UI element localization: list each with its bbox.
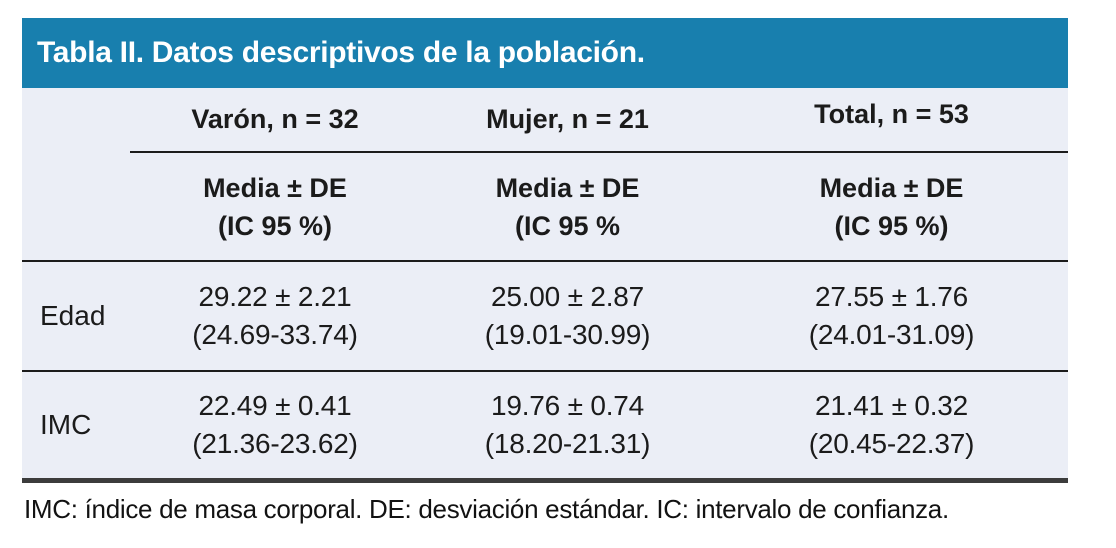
row-label-imc: IMC (40, 409, 92, 440)
row-label-edad: Edad (40, 300, 106, 331)
subheader-row: Media ± DE (IC 95 %) Media ± DE (IC 95 %… (22, 153, 1068, 262)
column-header-total: Total, n = 53 (715, 88, 1068, 153)
stub-cell-empty (22, 153, 130, 260)
table-row-imc: IMC 22.49 ± 0.41 (21.36-23.62) 19.76 ± 0… (22, 372, 1068, 478)
cell-imc-total-ci: (20.45-22.37) (808, 428, 975, 459)
cell-imc-mujer-mean: 19.76 ± 0.74 (490, 390, 645, 421)
column-header-varon: Varón, n = 32 (130, 88, 420, 153)
subheader-total-line1: Media ± DE (819, 172, 964, 203)
cell-edad-total: 27.55 ± 1.76 (24.01-31.09) (715, 262, 1068, 370)
cell-edad-mujer-mean: 25.00 ± 2.87 (490, 281, 645, 312)
cell-imc-mujer: 19.76 ± 0.74 (18.20-21.31) (420, 372, 715, 478)
subheader-mujer-line1: Media ± DE (495, 172, 640, 203)
cell-edad-total-ci: (24.01-31.09) (808, 319, 975, 350)
column-header-mujer-label: Mujer, n = 21 (486, 104, 649, 134)
cell-imc-mujer-ci: (18.20-21.31) (484, 428, 651, 459)
subheader-total-line2: (IC 95 %) (834, 210, 949, 241)
cell-imc-varon-ci: (21.36-23.62) (192, 428, 358, 459)
subheader-mujer: Media ± DE (IC 95 % (420, 153, 715, 260)
subheader-varon-line1: Media ± DE (203, 172, 347, 203)
cell-imc-total-mean: 21.41 ± 0.32 (814, 390, 969, 421)
column-header-varon-label: Varón, n = 32 (191, 104, 359, 134)
data-table: Varón, n = 32 Mujer, n = 21 Total, n = 5… (22, 88, 1068, 483)
group-header-row: Varón, n = 32 Mujer, n = 21 Total, n = 5… (22, 88, 1068, 153)
cell-edad-varon: 29.22 ± 2.21 (24.69-33.74) (130, 262, 420, 370)
subheader-varon-line2: (IC 95 %) (217, 210, 333, 241)
cell-imc-varon: 22.49 ± 0.41 (21.36-23.62) (130, 372, 420, 478)
cell-edad-mujer-ci: (19.01-30.99) (484, 319, 651, 350)
cell-edad-varon-ci: (24.69-33.74) (192, 319, 358, 350)
column-header-mujer: Mujer, n = 21 (420, 88, 715, 153)
subheader-mujer-line2: (IC 95 % (514, 210, 621, 241)
column-header-total-label: Total, n = 53 (814, 99, 969, 129)
cell-edad-varon-mean: 29.22 ± 2.21 (198, 281, 352, 312)
subheader-varon: Media ± DE (IC 95 %) (130, 153, 420, 260)
table-footnote: IMC: índice de masa corporal. DE: desvia… (24, 494, 949, 524)
table-title-bar: Tabla II. Datos descriptivos de la pobla… (22, 18, 1068, 88)
table-row-edad: Edad 29.22 ± 2.21 (24.69-33.74) 25.00 ± … (22, 262, 1068, 372)
cell-edad-total-mean: 27.55 ± 1.76 (814, 281, 969, 312)
subheader-total: Media ± DE (IC 95 %) (715, 153, 1068, 260)
cell-imc-varon-mean: 22.49 ± 0.41 (198, 390, 352, 421)
cell-imc-total: 21.41 ± 0.32 (20.45-22.37) (715, 372, 1068, 478)
table-title: Tabla II. Datos descriptivos de la pobla… (37, 36, 645, 69)
stub-cell-empty (22, 88, 130, 153)
cell-edad-mujer: 25.00 ± 2.87 (19.01-30.99) (420, 262, 715, 370)
